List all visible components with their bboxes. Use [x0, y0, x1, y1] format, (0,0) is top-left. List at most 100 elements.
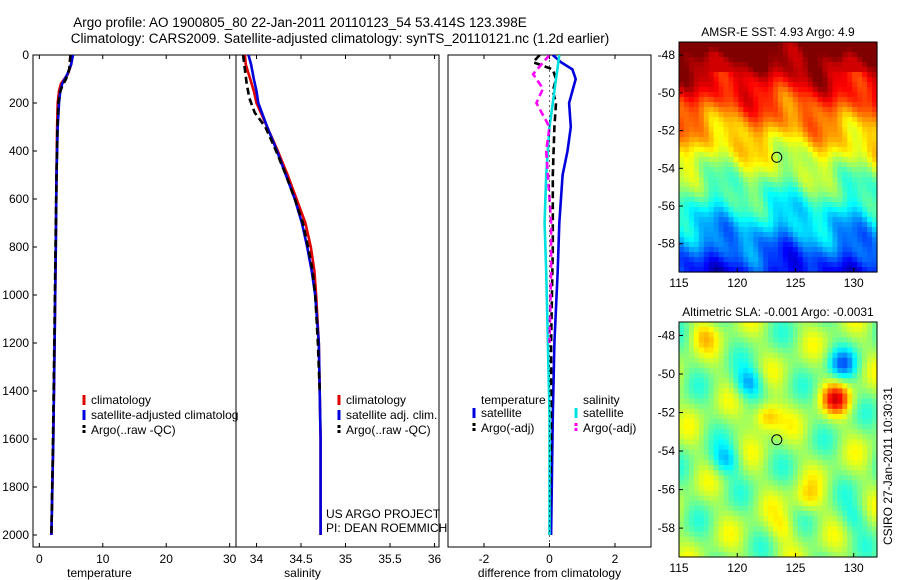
amsre_sst-cell: [822, 167, 829, 173]
altimetric_sla-cell: [718, 546, 725, 553]
altimetric_sla-cell: [753, 541, 759, 548]
amsre_sst-cell: [718, 187, 725, 193]
amsre_sst-cell: [748, 82, 754, 88]
amsre_sst-cell: [867, 87, 873, 93]
altimetric_sla-cell: [807, 526, 814, 533]
amsre_sst-cell: [782, 232, 789, 238]
amsre_sst-cell: [688, 117, 695, 123]
amsre_sst-cell: [733, 232, 739, 238]
amsre_sst-cell: [698, 67, 705, 73]
amsre_sst-cell: [748, 177, 754, 183]
amsre_sst-cell: [872, 157, 878, 163]
altimetric_sla-cell: [822, 342, 829, 349]
altimetric_sla-cell: [787, 511, 794, 517]
altimetric_sla-cell: [718, 347, 725, 354]
altimetric_sla-cell: [787, 342, 794, 349]
amsre_sst-cell: [842, 97, 848, 103]
altimetric_sla-cell: [733, 546, 739, 553]
amsre_sst-cell: [688, 47, 695, 53]
altimetric_sla-cell: [792, 403, 799, 410]
altimetric_sla-cell: [748, 373, 754, 379]
altimetric_sla-cell: [832, 393, 838, 400]
altimetric_sla-cell: [832, 347, 838, 354]
amsre_sst-cell: [862, 177, 868, 183]
altimetric_sla-cell: [782, 332, 789, 338]
altimetric_sla-cell: [837, 393, 843, 400]
altimetric_sla-cell: [743, 546, 749, 553]
amsre_sst-cell: [733, 167, 739, 173]
amsre_sst-cell: [802, 137, 809, 143]
altimetric_sla-cell: [827, 403, 834, 410]
amsre_sst-cell: [817, 242, 824, 248]
altimetric_sla-cell: [782, 511, 789, 517]
amsre_sst-cell: [827, 117, 834, 123]
altimetric_sla-cell: [763, 459, 769, 466]
amsre_sst-ytick-label: -58: [658, 237, 676, 251]
altimetric_sla-cell: [842, 546, 848, 553]
altimetric_sla-cell: [867, 541, 873, 548]
altimetric_sla-cell: [743, 505, 749, 512]
altimetric_sla-cell: [768, 357, 774, 364]
altimetric_sla-cell: [822, 413, 829, 420]
altimetric_sla-cell: [782, 495, 789, 502]
altimetric_sla-cell: [812, 322, 819, 328]
amsre_sst-cell: [713, 132, 720, 138]
altimetric_sla-cell: [683, 424, 690, 430]
amsre_sst-cell: [758, 232, 764, 238]
altimetric_sla-cell: [773, 403, 779, 410]
altimetric_sla-cell: [693, 439, 700, 446]
altimetric_sla-cell: [857, 373, 863, 379]
amsre_sst-cell: [852, 67, 858, 73]
amsre_sst-cell: [807, 82, 814, 88]
amsre_sst-cell: [688, 162, 695, 168]
altimetric_sla-cell: [862, 357, 868, 364]
amsre_sst-cell: [847, 47, 853, 53]
amsre_sst-cell: [867, 257, 873, 263]
altimetric_sla-cell: [782, 424, 789, 430]
amsre_sst-cell: [847, 242, 853, 248]
altimetric_sla-cell: [733, 332, 739, 338]
amsre_sst-cell: [797, 142, 804, 148]
altimetric_sla-cell: [778, 352, 784, 359]
amsre_sst-cell: [812, 132, 819, 138]
amsre_sst-cell: [733, 212, 739, 218]
altimetric_sla-cell: [778, 373, 784, 379]
amsre_sst-cell: [822, 132, 829, 138]
amsre_sst-cell: [768, 232, 774, 238]
altimetric_sla-cell: [852, 378, 858, 384]
amsre_sst-cell: [817, 212, 824, 218]
amsre_sst-cell: [748, 267, 754, 273]
amsre_sst-cell: [688, 237, 695, 243]
amsre_sst-cell: [832, 247, 838, 253]
altimetric_sla-cell: [773, 475, 779, 481]
amsre_sst-cell: [763, 237, 769, 243]
amsre_sst-cell: [862, 192, 868, 198]
amsre_sst-cell: [827, 237, 834, 243]
altimetric_sla-cell: [743, 531, 749, 538]
altimetric_sla-cell: [807, 403, 814, 410]
amsre_sst-cell: [842, 92, 848, 98]
amsre_sst-cell: [679, 67, 685, 73]
altimetric_sla-cell: [782, 500, 789, 507]
amsre_sst-cell: [763, 62, 769, 68]
amsre_sst-cell: [787, 142, 794, 148]
altimetric_sla-cell: [713, 398, 720, 405]
amsre_sst-cell: [728, 77, 735, 83]
altimetric_sla-cell: [723, 511, 730, 517]
altimetric_sla-cell: [743, 413, 749, 420]
altimetric_sla-cell: [718, 485, 725, 492]
amsre_sst-cell: [708, 152, 715, 158]
amsre_sst-cell: [743, 182, 749, 188]
amsre_sst-cell: [802, 132, 809, 138]
altimetric_sla-cell: [768, 521, 774, 527]
altimetric_sla-cell: [822, 459, 829, 466]
altimetric_sla-cell: [802, 439, 809, 446]
altimetric_sla-cell: [822, 439, 829, 446]
amsre_sst-cell: [797, 147, 804, 153]
amsre_sst-cell: [782, 42, 789, 48]
altimetric_sla-cell: [703, 398, 710, 405]
altimetric_sla-cell: [728, 327, 735, 333]
altimetric_sla-cell: [832, 337, 838, 344]
amsre_sst-cell: [837, 107, 843, 113]
